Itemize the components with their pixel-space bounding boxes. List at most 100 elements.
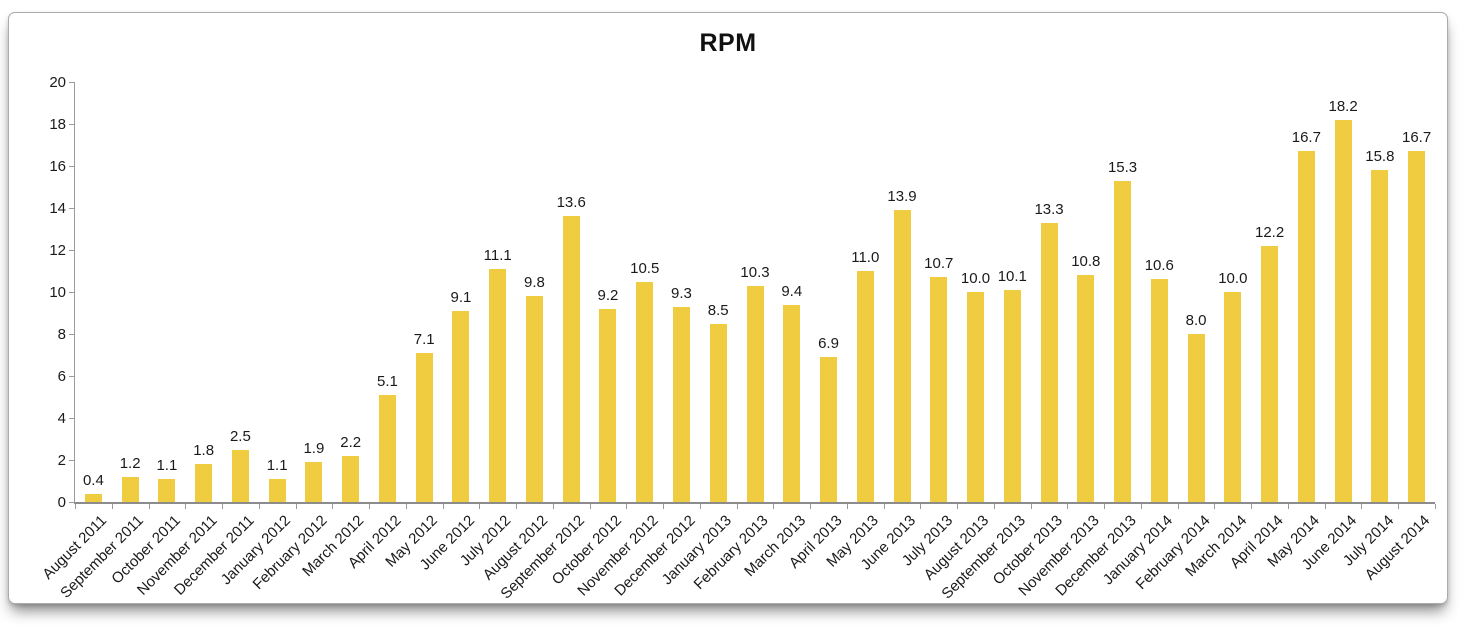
bar <box>415 352 433 502</box>
x-axis-tick <box>185 504 187 509</box>
x-axis-tick <box>1361 504 1363 509</box>
bar <box>967 292 985 502</box>
x-axis-tick <box>663 504 665 509</box>
x-axis-tick <box>295 504 297 509</box>
x-axis-tick <box>442 504 444 509</box>
bar <box>1114 180 1132 502</box>
bar-value-label: 1.8 <box>193 442 215 460</box>
y-axis-tick <box>69 250 74 251</box>
bar <box>672 306 690 502</box>
plot-area: 0 2 4 6 8 10 12 14 16 18 20 0.4 1.2 1.1 1.8 2.5 1.1 1.9 2… <box>40 75 1436 602</box>
bar-value-label: 1.1 <box>156 456 178 474</box>
bar-value-label: 12.2 <box>1254 223 1285 241</box>
y-axis-tick <box>69 82 74 83</box>
bar-value-label: 11.0 <box>851 249 880 266</box>
bar-value-label: 13.9 <box>887 188 917 206</box>
bar <box>1261 245 1279 502</box>
x-axis-tick <box>405 504 407 509</box>
x-axis-tick <box>810 504 812 509</box>
y-axis-tick-label: 14 <box>49 199 66 217</box>
bar-value-label: 6.9 <box>818 335 839 353</box>
y-axis-tick <box>69 376 74 377</box>
bar-value-label: 10.0 <box>1218 270 1248 287</box>
x-axis-tick <box>993 504 995 509</box>
bar <box>378 394 396 502</box>
bar <box>636 281 654 502</box>
bar-value-label: 8.5 <box>707 301 729 319</box>
x-axis-tick <box>1398 504 1400 509</box>
bar-value-label: 9.4 <box>781 282 803 300</box>
chart-card: RPM 0 2 4 6 8 10 12 14 16 18 20 0.4 1.2 1.1 1.8 2.5 1.1… <box>8 12 1448 604</box>
x-axis-tick <box>258 504 260 509</box>
bar <box>1187 334 1205 502</box>
x-axis-tick <box>626 504 628 509</box>
bar-value-label: 10.7 <box>924 255 954 273</box>
y-axis-tick-label: 18 <box>49 115 66 133</box>
bar-value-label: 10.0 <box>960 270 991 287</box>
x-axis-tick <box>75 504 76 509</box>
x-axis-tick <box>1030 504 1032 509</box>
y-axis-tick-label: 10 <box>49 283 66 301</box>
bar <box>1040 222 1058 502</box>
bar <box>893 210 911 502</box>
x-axis-tick <box>332 504 334 509</box>
y-axis-tick <box>69 292 74 293</box>
x-axis-tick <box>1214 504 1216 509</box>
bar-value-label: 9.1 <box>450 288 472 306</box>
x-axis-tick <box>1287 504 1289 509</box>
bar <box>562 216 580 502</box>
bar <box>820 357 837 502</box>
x-axis-tick <box>552 504 554 509</box>
x-axis-tick <box>1104 504 1106 509</box>
bar-value-label: 9.3 <box>671 284 692 302</box>
x-axis-tick <box>736 504 738 509</box>
bar-value-label: 9.8 <box>524 274 545 292</box>
bar <box>121 476 139 502</box>
y-axis-tick-label: 4 <box>57 409 66 427</box>
bar-value-label: 15.8 <box>1365 148 1395 166</box>
bar <box>1334 119 1352 502</box>
bar-value-label: 1.9 <box>303 440 325 458</box>
y-axis-tick-label: 20 <box>49 73 66 91</box>
y-axis-tick <box>69 208 74 209</box>
x-axis-tick <box>516 504 518 509</box>
x-axis-tick <box>1251 504 1253 509</box>
bar-value-label: 15.3 <box>1107 158 1138 176</box>
x-axis-tick <box>369 504 371 509</box>
bar <box>746 285 764 502</box>
bar <box>856 271 874 502</box>
bar <box>452 310 470 502</box>
bar-value-label: 10.8 <box>1071 253 1101 271</box>
x-axis-tick <box>222 504 224 509</box>
chart-title: RPM <box>699 29 757 57</box>
y-axis-tick-label: 12 <box>49 241 66 259</box>
x-axis-tick <box>1140 504 1142 509</box>
y-axis-tick <box>69 418 74 419</box>
bar <box>195 464 213 502</box>
x-axis-tick <box>1324 504 1326 509</box>
bar-value-label: 10.5 <box>630 259 660 277</box>
y-axis-tick-label: 0 <box>57 493 66 511</box>
y-axis-tick <box>69 124 74 125</box>
bar-value-label: 2.2 <box>340 433 362 451</box>
bar-value-label: 10.1 <box>997 267 1027 285</box>
bar-value-label: 0.4 <box>82 471 104 489</box>
y-axis-tick <box>69 166 74 167</box>
x-axis-tick <box>589 504 591 509</box>
bar <box>342 455 360 502</box>
bar-value-label: 16.7 <box>1402 129 1432 147</box>
y-axis-tick <box>69 334 74 335</box>
x-axis-tick <box>846 504 848 509</box>
bar-value-label: 9.2 <box>597 286 619 304</box>
bar-value-label: 7.1 <box>413 330 435 348</box>
bar-value-label: 10.6 <box>1144 257 1174 275</box>
bar <box>783 304 801 502</box>
bar <box>1003 289 1021 502</box>
x-axis-tick <box>148 504 150 509</box>
bar <box>231 449 249 502</box>
bar-value-label: 1.2 <box>119 454 141 472</box>
bar-value-label: 16.7 <box>1291 129 1321 147</box>
bar-value-label: 2.5 <box>229 427 251 445</box>
y-axis-tick-label: 8 <box>57 325 66 343</box>
bar-value-label: 13.3 <box>1034 200 1064 218</box>
